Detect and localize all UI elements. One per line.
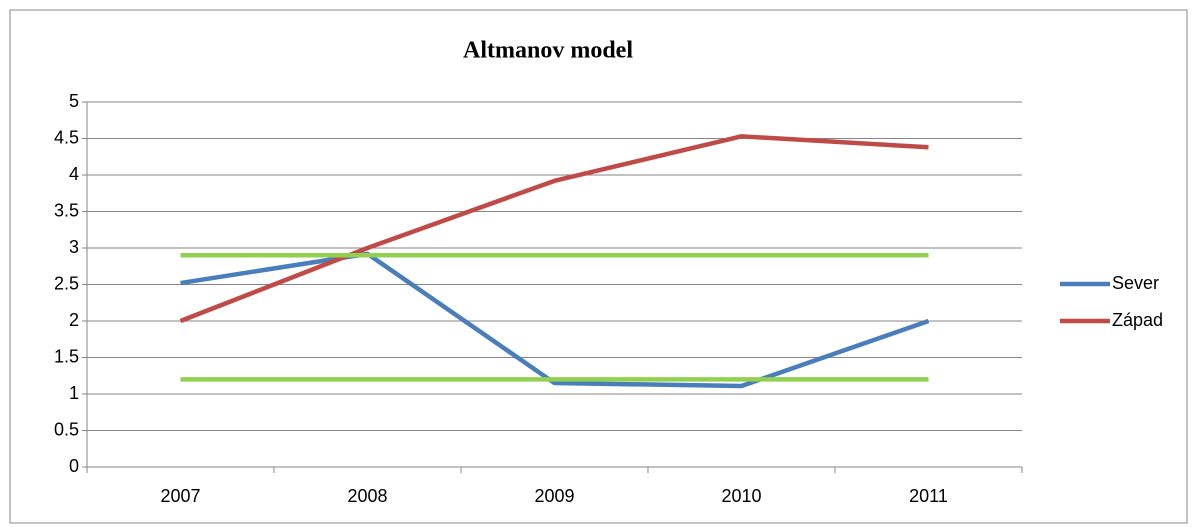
chart-border — [9, 9, 1188, 524]
y-tick-label: 1.5 — [54, 346, 79, 366]
series-line — [179, 134, 929, 324]
y-tick-label: 4.5 — [54, 127, 79, 147]
y-tick-label: 3.5 — [54, 200, 79, 220]
x-tick-label: 2009 — [534, 486, 574, 506]
chart-title: Altmanov model — [463, 38, 633, 64]
series-line — [180, 251, 930, 389]
y-tick-label: 0.5 — [54, 419, 79, 439]
x-tick-label: 2011 — [909, 486, 948, 506]
y-tick-label: 0 — [69, 456, 79, 476]
y-tick-label: 5 — [69, 91, 79, 111]
y-tick-label: 1 — [69, 383, 79, 403]
y-tick-label: 4 — [69, 164, 79, 184]
legend-label: Západ — [1112, 310, 1163, 330]
legend-label: Sever — [1112, 273, 1159, 293]
x-tick-label: 2007 — [160, 486, 200, 506]
x-tick-label: 2008 — [347, 486, 387, 506]
x-tick-label: 2010 — [721, 486, 761, 506]
y-tick-label: 2.5 — [54, 273, 79, 293]
y-tick-label: 2 — [69, 310, 79, 330]
y-tick-label: 3 — [69, 237, 79, 257]
